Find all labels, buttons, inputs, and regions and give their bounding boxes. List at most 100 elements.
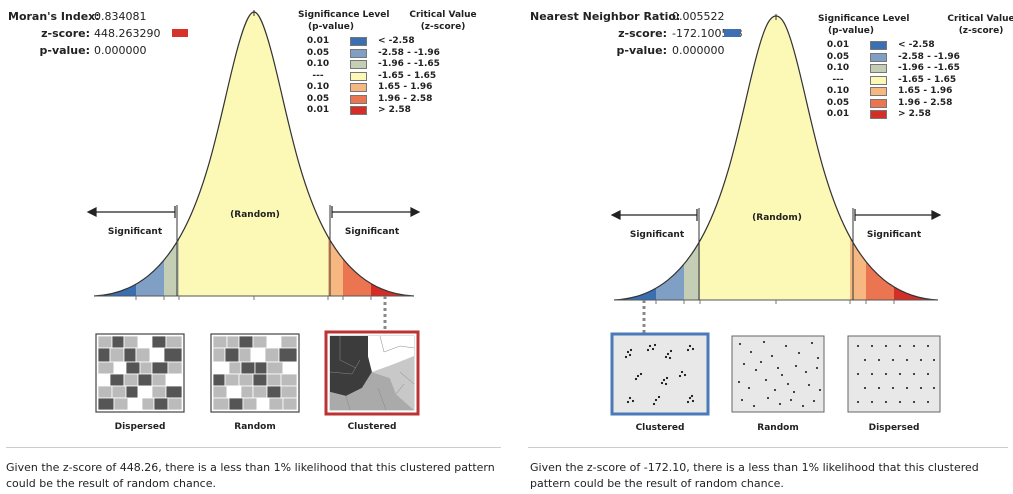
clustered-points — [624, 343, 695, 406]
legend-critical: 1.96 - 2.58 — [378, 93, 433, 104]
critical-value-subtitle: (z-score) — [420, 21, 466, 32]
region-neg-001 — [94, 12, 136, 296]
significance-level-subtitle: (p-value) — [828, 25, 874, 36]
dispersed-points — [857, 345, 935, 403]
legend-critical: 1.65 - 1.96 — [898, 86, 953, 96]
legend-level: 0.10 — [306, 82, 330, 92]
legend-swatch — [350, 60, 367, 69]
region-neg-005 — [656, 16, 684, 300]
legend-swatch — [870, 64, 887, 73]
legend-level: 0.01 — [826, 109, 850, 119]
legend-swatch — [870, 87, 887, 96]
result-statistics: Nearest Neighbor Ratio: 0.005522 z-score… — [530, 8, 745, 59]
p-value-row: p-value: 0.000000 — [530, 42, 745, 59]
thumbnail-label-clustered: Clustered — [347, 422, 397, 432]
thumbnail-label-dispersed: Dispersed — [114, 422, 166, 432]
legend-critical: < -2.58 — [378, 36, 415, 46]
legend-level: 0.10 — [826, 86, 850, 96]
significant-right-label: Significant — [344, 227, 400, 237]
p-value-label: p-value: — [616, 44, 668, 57]
thumbnail-label-random: Random — [234, 422, 276, 432]
region-neg-005 — [136, 12, 164, 296]
region-neg-010 — [684, 16, 700, 300]
legend-level: 0.01 — [306, 36, 330, 46]
legend-critical: 1.96 - 2.58 — [898, 97, 953, 108]
thumbnail-label-clustered: Clustered — [635, 423, 685, 433]
z-score-row: z-score: -172.100518 — [530, 25, 745, 42]
thumbnail-dispersed — [847, 335, 941, 413]
region-pos-005 — [343, 12, 371, 296]
legend-swatch — [350, 106, 367, 115]
random-label: (Random) — [230, 210, 280, 220]
significance-level-subtitle: (p-value) — [308, 21, 354, 32]
z-score-label: z-score: — [41, 27, 90, 40]
p-value-value: 0.000000 — [672, 44, 725, 57]
index-label: Moran's Index: — [8, 10, 100, 23]
legend-level: 0.10 — [826, 63, 850, 73]
legend-level: 0.10 — [306, 59, 330, 69]
result-statistics: Moran's Index: 0.834081 z-score: 448.263… — [8, 8, 208, 59]
critical-value-title: Critical Value — [947, 14, 1013, 24]
legend-level: 0.05 — [306, 93, 330, 104]
divider — [528, 447, 1008, 448]
normal-distribution-graphic — [86, 10, 421, 416]
result-message: Given the z-score of 448.26, there is a … — [6, 461, 495, 490]
legend-swatch — [870, 75, 887, 85]
index-row: Moran's Index: 0.834081 — [8, 8, 208, 25]
legend-swatch — [870, 52, 887, 62]
left-significant-arrow — [610, 209, 698, 221]
critical-value-header: Critical Value (z-score) — [408, 10, 478, 33]
legend-level: 0.05 — [306, 47, 330, 58]
index-value: 0.005522 — [672, 10, 725, 23]
region-random — [700, 16, 850, 300]
index-row: Nearest Neighbor Ratio: 0.005522 — [530, 8, 745, 25]
legend-critical: -1.96 - -1.65 — [898, 63, 960, 73]
p-value-label: p-value: — [39, 44, 91, 57]
random-label: (Random) — [752, 213, 802, 223]
legend-critical: -1.65 - 1.65 — [378, 70, 437, 81]
legend-critical: < -2.58 — [898, 40, 935, 50]
divider — [6, 447, 501, 448]
legend-critical: -2.58 - -1.96 — [898, 51, 960, 62]
legend-critical: 1.65 - 1.96 — [378, 82, 433, 92]
z-score-row: z-score: 448.263290 — [8, 25, 208, 42]
legend-swatch — [870, 110, 887, 119]
critical-value-title: Critical Value — [409, 10, 477, 20]
legend-swatch — [350, 94, 367, 104]
significance-level-header: Significance Level (p-value) — [298, 10, 389, 33]
region-random — [179, 12, 328, 296]
significance-level-title: Significance Level — [818, 14, 910, 24]
legend-level: --- — [832, 74, 844, 85]
region-pos-005 — [866, 16, 894, 300]
legend-critical: -1.96 - -1.65 — [378, 59, 440, 69]
region-pos-001 — [371, 12, 414, 296]
index-value: 0.834081 — [94, 10, 147, 23]
legend-critical: -1.65 - 1.65 — [898, 74, 957, 85]
legend-level: 0.05 — [826, 97, 850, 108]
z-score-color-marker — [724, 29, 740, 37]
critical-value-header: Critical Value (z-score) — [946, 14, 1013, 37]
legend-critical: > 2.58 — [378, 105, 411, 115]
legend-swatch — [350, 37, 367, 46]
baseline-ticks — [655, 300, 895, 304]
curve-regions — [94, 12, 414, 296]
legend-level: 0.01 — [306, 105, 330, 115]
nearest-neighbor-report-panel: Nearest Neighbor Ratio: 0.005522 z-score… — [520, 0, 1013, 494]
random-points — [738, 341, 821, 407]
thumbnail-clustered-selected — [324, 330, 420, 416]
morans-i-report-panel: Moran's Index: 0.834081 z-score: 448.263… — [0, 0, 505, 494]
legend-critical: > 2.58 — [898, 109, 931, 119]
z-score-label: z-score: — [618, 27, 667, 40]
significant-right-label: Significant — [866, 230, 922, 240]
legend-swatch — [350, 71, 367, 81]
region-pos-001 — [894, 16, 938, 300]
significant-left-label: Significant — [629, 230, 685, 240]
left-significant-arrow — [86, 206, 176, 218]
legend-level: --- — [312, 70, 324, 81]
normal-distribution-graphic — [610, 14, 942, 416]
right-significant-arrow — [331, 206, 421, 218]
thumbnail-label-random: Random — [757, 423, 799, 433]
thumbnail-random — [210, 333, 300, 413]
significant-left-label: Significant — [107, 227, 163, 237]
legend-swatch — [350, 48, 367, 58]
